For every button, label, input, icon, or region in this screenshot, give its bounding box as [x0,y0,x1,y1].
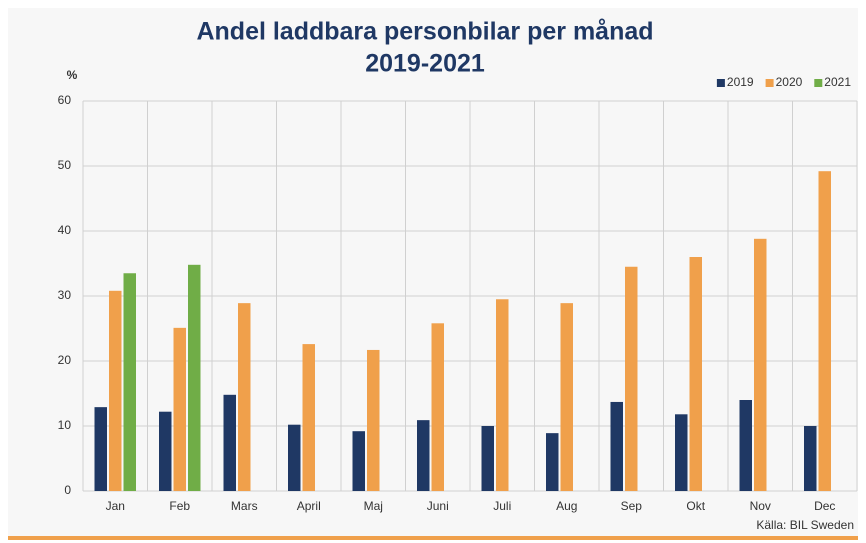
bar [675,414,688,491]
y-tick-label: 50 [58,158,72,172]
source-note: Källa: BIL Sweden [756,518,854,532]
legend-swatch [716,79,725,87]
x-tick-label: Sep [621,499,643,513]
x-tick-label: Juli [493,499,511,513]
x-tick-label: Mars [231,499,258,513]
y-tick-label: 30 [58,288,72,302]
x-tick-label: Jan [106,499,125,513]
bar [109,290,122,491]
bottom-rule [8,536,858,540]
legend-label: 2020 [776,75,803,89]
bar [560,303,573,491]
bar [739,400,752,491]
chart-subtitle: 2019-2021 [365,50,485,78]
x-tick-label: Nov [750,499,771,513]
bar [238,303,251,491]
chart-title: Andel laddbara personbilar per månad [196,18,653,46]
y-tick-label: 40 [58,223,72,237]
bar [431,323,444,491]
y-tick-label: 20 [58,353,72,367]
bar [754,238,767,491]
bar [546,433,559,491]
bar [610,401,623,491]
y-tick-label: 0 [64,483,71,497]
x-tick-label: April [297,499,321,513]
legend-label: 2019 [727,75,754,89]
x-tick-label: Maj [364,499,383,513]
x-tick-label: Juni [427,499,449,513]
bar [481,426,494,491]
x-tick-label: Aug [556,499,577,513]
bar [625,266,638,491]
bar [288,424,301,491]
legend-swatch [814,79,823,87]
bar [417,420,430,491]
bar [496,299,509,491]
x-tick-label: Okt [686,499,705,513]
bar [223,394,236,491]
y-tick-label: 10 [58,418,72,432]
legend-label: 2021 [824,75,851,89]
bar [689,257,702,491]
bar [173,327,186,491]
y-tick-label: 60 [58,93,72,107]
legend-swatch [765,79,774,87]
x-tick-label: Dec [814,499,835,513]
bar [188,264,201,491]
bar [302,344,315,491]
bar [94,407,107,491]
bar [804,426,817,491]
y-axis-label: % [67,68,78,82]
bar [123,273,136,491]
bar [352,431,365,491]
bar [818,171,831,491]
x-tick-label: Feb [169,499,190,513]
bar [159,411,172,491]
bar [367,349,380,491]
